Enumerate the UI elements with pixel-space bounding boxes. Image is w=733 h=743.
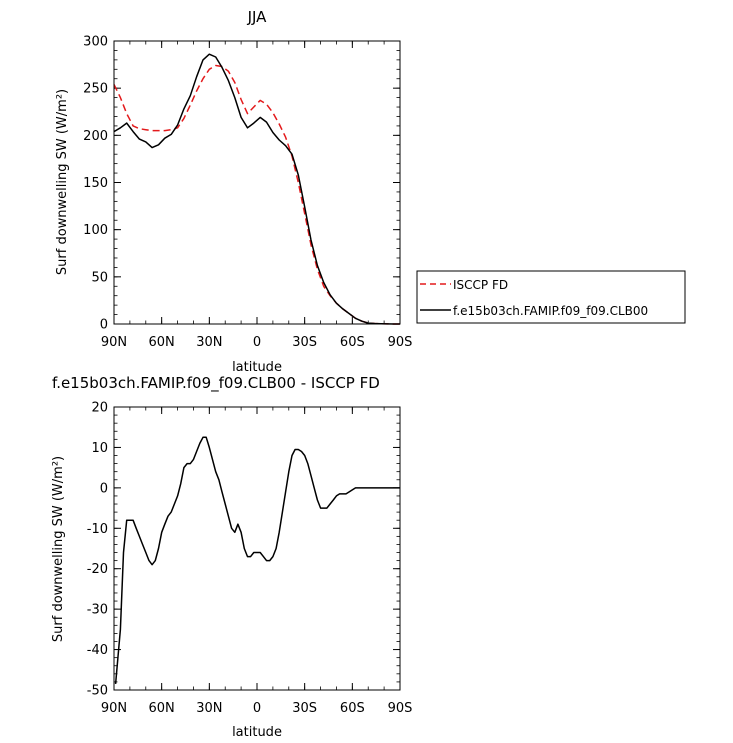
bottom-ytick-label: 20	[91, 401, 108, 416]
top-ytick-label: 300	[83, 35, 108, 50]
top-minor-ticks	[113, 40, 401, 325]
bottom-xtick-label: 90S	[388, 701, 413, 716]
bottom-major-ticks	[113, 406, 401, 691]
bottom-xtick-label: 60S	[340, 701, 365, 716]
bottom-xtick-labels: 90N 60N 30N 0 30S 60S 90S	[101, 701, 413, 716]
bottom-ytick-label: 0	[100, 481, 108, 496]
top-ytick-label: 100	[83, 223, 108, 238]
top-xtick-label: 60S	[340, 335, 365, 350]
bottom-ytick-labels: -50 -40 -30 -20 -10 0 10 20	[87, 401, 108, 699]
top-y-axis-label: Surf downwelling SW (W/m²)	[55, 89, 70, 275]
top-chart-title: JJA	[247, 8, 268, 26]
bottom-xtick-label: 60N	[149, 701, 175, 716]
bottom-ytick-label: 10	[91, 441, 108, 456]
top-ytick-labels: 0 50 100 150 200 250 300	[83, 35, 108, 333]
bottom-y-axis-label: Surf downwelling SW (W/m²)	[51, 456, 66, 642]
legend-label-isccp: ISCCP FD	[453, 278, 508, 292]
bottom-ytick-label: -40	[87, 643, 108, 658]
top-series-line-1	[113, 53, 400, 325]
top-xtick-label: 30N	[196, 335, 222, 350]
bottom-plot-frame	[113, 406, 401, 691]
top-plot-frame	[113, 40, 401, 325]
bottom-xtick-label: 90N	[101, 701, 127, 716]
legend-label-model: f.e15b03ch.FAMIP.f09_f09.CLB00	[453, 304, 648, 318]
bottom-chart-title: f.e15b03ch.FAMIP.f09_f09.CLB00 - ISCCP F…	[52, 374, 380, 393]
bottom-ytick-label: -30	[87, 603, 108, 618]
legend: ISCCP FD f.e15b03ch.FAMIP.f09_f09.CLB00	[416, 270, 686, 324]
top-xtick-label: 90S	[388, 335, 413, 350]
bottom-minor-ticks	[113, 406, 401, 691]
bottom-x-axis-label: latitude	[232, 725, 282, 740]
top-xtick-label: 60N	[149, 335, 175, 350]
top-ytick-label: 150	[83, 176, 108, 191]
top-ytick-label: 250	[83, 82, 108, 97]
bottom-xtick-label: 30S	[292, 701, 317, 716]
top-x-axis-label: latitude	[232, 360, 282, 375]
top-ytick-label: 200	[83, 129, 108, 144]
top-xtick-label: 0	[253, 335, 261, 350]
bottom-xtick-label: 30N	[196, 701, 222, 716]
top-series-line-0	[113, 64, 400, 325]
top-plot-lines	[113, 53, 400, 325]
bottom-panel: f.e15b03ch.FAMIP.f09_f09.CLB00 - ISCCP F…	[51, 374, 412, 740]
bottom-ytick-label: -10	[87, 522, 108, 537]
bottom-series-line-0	[114, 436, 400, 684]
top-major-ticks	[113, 40, 401, 325]
top-xtick-label: 90N	[101, 335, 127, 350]
bottom-ytick-label: -50	[87, 684, 108, 699]
top-xtick-label: 30S	[292, 335, 317, 350]
legend-box	[416, 270, 686, 324]
top-ytick-label: 50	[91, 270, 108, 285]
bottom-plot-lines	[114, 436, 400, 684]
top-ytick-label: 0	[100, 318, 108, 333]
top-xtick-labels: 90N 60N 30N 0 30S 60S 90S	[101, 335, 413, 350]
bottom-ytick-label: -20	[87, 562, 108, 577]
bottom-xtick-label: 0	[253, 701, 261, 716]
